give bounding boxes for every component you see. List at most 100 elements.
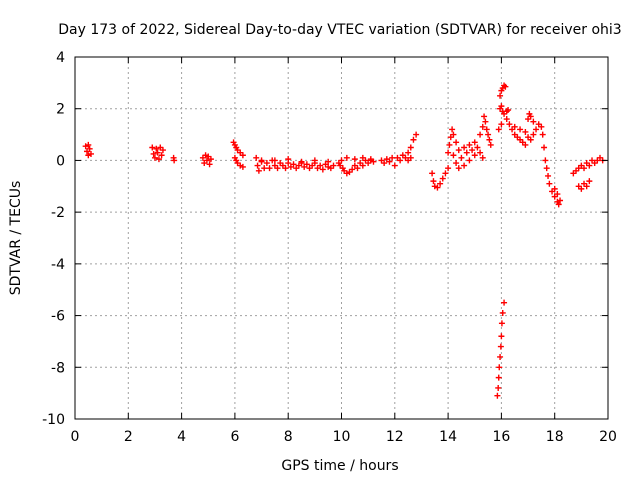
data-point xyxy=(445,165,452,172)
data-point xyxy=(87,150,94,157)
x-tick-label: 12 xyxy=(386,429,404,445)
data-point xyxy=(495,374,502,381)
x-axis-label: GPS time / hours xyxy=(281,458,398,474)
data-point xyxy=(386,158,393,165)
data-point xyxy=(545,172,552,179)
data-point xyxy=(171,157,178,164)
grid xyxy=(75,57,608,419)
data-point xyxy=(206,161,213,168)
data-point xyxy=(255,167,262,174)
data-point xyxy=(407,154,414,161)
data-point xyxy=(239,152,246,159)
y-tick-label: -10 xyxy=(42,412,65,428)
data-point xyxy=(290,161,297,168)
y-tick-label: -2 xyxy=(51,205,65,221)
data-point xyxy=(551,185,558,192)
data-point xyxy=(446,141,453,148)
data-point xyxy=(485,131,492,138)
data-point xyxy=(261,165,268,172)
data-point xyxy=(471,152,478,159)
y-tick-label: 0 xyxy=(56,153,65,169)
y-tick-label: -6 xyxy=(51,309,65,325)
data-point xyxy=(154,149,161,156)
y-tick-label: 4 xyxy=(56,50,65,66)
y-tick-label: 2 xyxy=(56,102,65,118)
data-point xyxy=(317,162,324,169)
data-point xyxy=(349,166,356,173)
data-point xyxy=(463,149,470,156)
data-point xyxy=(359,154,366,161)
data-point xyxy=(461,144,468,151)
data-point xyxy=(354,165,361,172)
data-point xyxy=(343,154,350,161)
data-point xyxy=(483,126,490,133)
data-point xyxy=(207,156,214,163)
x-tick-label: 2 xyxy=(124,429,133,445)
data-point xyxy=(539,131,546,138)
data-point xyxy=(437,180,444,187)
data-point xyxy=(359,162,366,169)
data-point xyxy=(274,165,281,172)
x-tick-label: 8 xyxy=(284,429,293,445)
y-tick-label: -8 xyxy=(51,360,65,376)
data-point xyxy=(150,150,157,157)
data-point xyxy=(266,165,273,172)
data-point xyxy=(541,144,548,151)
data-point xyxy=(271,157,278,164)
data-point xyxy=(263,160,270,167)
data-point xyxy=(495,126,502,133)
data-point xyxy=(479,123,486,130)
data-point xyxy=(405,149,412,156)
data-point xyxy=(578,185,585,192)
data-point xyxy=(554,191,561,198)
data-point xyxy=(486,136,493,143)
x-tick-label: 6 xyxy=(230,429,239,445)
x-tick-label: 18 xyxy=(546,429,564,445)
data-point xyxy=(495,384,502,391)
data-point xyxy=(338,157,345,164)
data-point xyxy=(533,126,540,133)
data-point xyxy=(391,162,398,169)
data-point xyxy=(298,158,305,165)
data-point xyxy=(461,162,468,169)
data-point xyxy=(429,170,436,177)
data-point xyxy=(466,157,473,164)
data-point xyxy=(469,147,476,154)
axis-ticks: 0 2 4 6 8 10 12 14 16 18 20 -10 -8 -6 -4 -2 0 2 4 xyxy=(42,50,617,445)
data-point xyxy=(522,128,529,135)
data-point xyxy=(586,162,593,169)
data-point xyxy=(503,116,510,123)
data-point xyxy=(498,121,505,128)
data-point xyxy=(517,126,524,133)
data-point xyxy=(498,103,505,110)
data-point xyxy=(527,113,534,120)
data-point xyxy=(586,178,593,185)
data-point xyxy=(505,107,512,114)
data-point xyxy=(506,121,513,128)
data-point xyxy=(455,165,462,172)
data-point xyxy=(258,158,265,165)
data-point xyxy=(542,157,549,164)
data-point xyxy=(477,131,484,138)
chart-title: Day 173 of 2022, Sidereal Day-to-day VTE… xyxy=(58,22,621,38)
data-point xyxy=(439,175,446,182)
data-point xyxy=(282,165,289,172)
data-point xyxy=(434,184,441,191)
data-point xyxy=(86,145,93,152)
data-point xyxy=(158,152,165,159)
data-point xyxy=(522,141,529,148)
data-point xyxy=(153,145,160,152)
data-point xyxy=(367,156,374,163)
data-point xyxy=(450,131,457,138)
data-point xyxy=(530,118,537,125)
data-point xyxy=(455,147,462,154)
data-point xyxy=(581,165,588,172)
data-point xyxy=(413,131,420,138)
data-point xyxy=(530,131,537,138)
data-point xyxy=(351,156,358,163)
data-point xyxy=(543,165,550,172)
data-point xyxy=(389,154,396,161)
data-point xyxy=(151,154,158,161)
data-point xyxy=(453,139,460,146)
data-point xyxy=(557,197,564,204)
